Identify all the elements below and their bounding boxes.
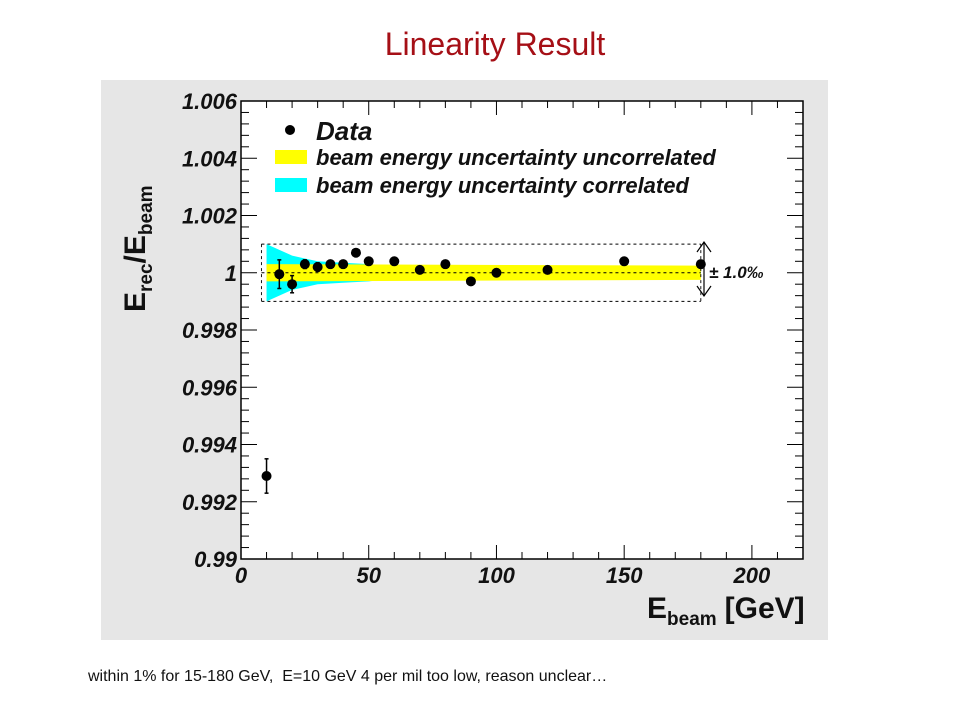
legend-data-marker bbox=[285, 125, 295, 135]
x-tick-label: 100 bbox=[478, 563, 515, 588]
data-point bbox=[299, 259, 310, 270]
y-tick-label: 0.99 bbox=[194, 547, 238, 572]
legend-uncorrelated-swatch bbox=[275, 150, 307, 164]
legend-correlated-label: beam energy uncertainty correlated bbox=[316, 173, 689, 198]
plot-panel: 0 50 100 150 200 0.99 0.992 0.994 0.996 0.998 1 1.0… bbox=[101, 80, 828, 640]
data-point bbox=[338, 259, 349, 270]
legend: Data beam energy uncertainty uncorrelate… bbox=[275, 116, 716, 198]
y-tick-label: 0.996 bbox=[182, 375, 238, 400]
y-axis-title-slash: /E bbox=[119, 235, 152, 263]
legend-correlated-swatch bbox=[275, 178, 307, 192]
data-points bbox=[261, 247, 706, 494]
y-tick-label: 1.004 bbox=[182, 146, 237, 171]
y-tick-label: 1 bbox=[225, 261, 237, 286]
x-axis-title: Ebeam [GeV] bbox=[647, 592, 805, 630]
y-axis-title-sub-rec: rec bbox=[136, 263, 157, 292]
y-axis-title-sub-beam: beam bbox=[136, 185, 157, 235]
bracket-arrow-bottom bbox=[696, 285, 712, 298]
footnote: within 1% for 15-180 GeV, E=10 GeV 4 per… bbox=[88, 668, 608, 685]
legend-uncorrelated-label: beam energy uncertainty uncorrelated bbox=[316, 145, 716, 170]
y-tick-label: 0.994 bbox=[182, 433, 237, 458]
y-tick-label: 0.998 bbox=[182, 318, 238, 343]
data-point bbox=[619, 256, 630, 267]
axis-ticks bbox=[240, 100, 804, 560]
plot-frame bbox=[240, 100, 804, 560]
y-tick-label: 1.002 bbox=[182, 204, 238, 229]
y-tick-label: 1.006 bbox=[182, 89, 238, 114]
x-tick-label: 150 bbox=[606, 563, 643, 588]
data-point bbox=[465, 276, 476, 287]
data-point bbox=[312, 262, 323, 273]
data-point bbox=[287, 279, 298, 290]
band-bracket: ± 1.0‰ bbox=[696, 240, 764, 298]
x-tick-label: 0 bbox=[235, 563, 248, 588]
x-axis-title-main: E bbox=[647, 592, 667, 625]
x-tick-label: 200 bbox=[733, 563, 771, 588]
data-point bbox=[491, 267, 502, 278]
data-point bbox=[695, 259, 706, 270]
data-point bbox=[414, 264, 425, 275]
svg-text:Erec/Ebeam: Erec/Ebeam bbox=[119, 185, 157, 312]
data-point bbox=[350, 247, 361, 258]
x-tick-label: 50 bbox=[356, 563, 381, 588]
band-annotation: ± 1.0‰ bbox=[709, 263, 764, 282]
bracket-arrow-top bbox=[696, 240, 712, 253]
y-axis-title: Erec/Ebeam bbox=[119, 185, 157, 312]
tick-labels: 0 50 100 150 200 0.99 0.992 0.994 0.996 0.998 1 1.0… bbox=[182, 89, 771, 588]
data-point bbox=[363, 256, 374, 267]
x-axis-title-sub: beam bbox=[667, 609, 717, 630]
data-point bbox=[261, 470, 272, 481]
legend-data-label: Data bbox=[316, 116, 372, 146]
data-point bbox=[440, 259, 451, 270]
data-point bbox=[542, 264, 553, 275]
linearity-chart: 0 50 100 150 200 0.99 0.992 0.994 0.996 0.998 1 1.0… bbox=[119, 89, 805, 630]
reference-lines bbox=[260, 243, 702, 302]
data-point bbox=[325, 259, 336, 270]
y-tick-label: 0.992 bbox=[182, 490, 238, 515]
slide-title: Linearity Result bbox=[384, 26, 606, 62]
y-axis-title-main: E bbox=[119, 292, 152, 312]
data-point bbox=[274, 269, 285, 280]
x-axis-title-unit: [GeV] bbox=[725, 592, 805, 625]
data-point bbox=[389, 256, 400, 267]
